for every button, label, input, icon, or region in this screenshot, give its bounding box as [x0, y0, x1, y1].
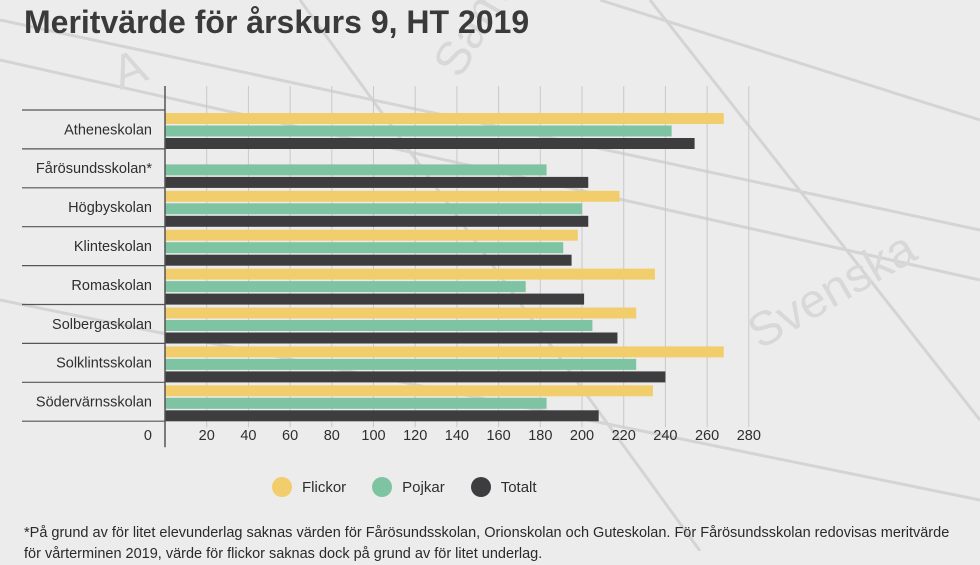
bar-totalt-3: [165, 215, 589, 227]
bar-flickor-4: [165, 229, 578, 241]
category-label: Atheneskolan: [64, 122, 152, 138]
legend-label-totalt: Totalt: [500, 478, 537, 496]
category-label: Fårösundsskolan*: [36, 161, 152, 177]
bar-pojkar-7: [165, 358, 637, 370]
bar-pojkar-1: [165, 125, 672, 137]
x-tick-label-160: 160: [486, 428, 510, 444]
x-tick-label-80: 80: [324, 428, 340, 444]
x-tick-label-140: 140: [445, 428, 469, 444]
bar-flickor-8: [165, 385, 653, 397]
legend-swatch-pojkar: [372, 477, 393, 497]
bar-flickor-7: [165, 346, 724, 358]
legend-label-pojkar: Pojkar: [402, 478, 445, 496]
category-separators: [22, 109, 165, 422]
bar-pojkar-5: [165, 281, 526, 293]
bar-totalt-5: [165, 293, 585, 305]
bar-flickor-6: [165, 307, 637, 319]
footnote: *På grund av för litet elevunderlag sakn…: [24, 525, 950, 562]
category-label: Solbergaskolan: [52, 317, 152, 333]
category-label: Högbyskolan: [68, 200, 152, 216]
bar-chart: Atheneskolan Fårösundsskolan* Högbyskolan K…: [22, 86, 761, 448]
bar-pojkar-4: [165, 242, 564, 254]
category-label: Romaskolan: [71, 278, 152, 294]
bars: [165, 113, 724, 422]
category-label: Södervärnsskolan: [36, 395, 152, 411]
legend-item-flickor: Flickor: [272, 477, 346, 497]
bar-flickor-5: [165, 268, 655, 280]
x-tick-label-280: 280: [737, 428, 761, 444]
x-tick-label-60: 60: [282, 428, 298, 444]
x-tick-labels: 0 20 40 60 80 100 120 140 160 180 200 220 240 260 280: [144, 428, 761, 444]
x-tick-label-0: 0: [144, 428, 152, 444]
legend-item-totalt: Totalt: [470, 477, 537, 497]
bar-pojkar-8: [165, 397, 547, 409]
legend: Flickor Pojkar Totalt: [272, 477, 563, 497]
legend-label-flickor: Flickor: [302, 478, 347, 496]
category-label: Klinteskolan: [74, 239, 152, 255]
x-tick-label-240: 240: [653, 428, 677, 444]
legend-swatch-totalt: [470, 477, 491, 497]
x-tick-label-100: 100: [361, 428, 385, 444]
bar-totalt-8: [165, 410, 599, 422]
bar-flickor-1: [165, 113, 724, 124]
legend-swatch-flickor: [272, 477, 292, 497]
x-tick-label-20: 20: [199, 428, 215, 444]
bar-flickor-3: [165, 190, 620, 202]
bar-pojkar-3: [165, 203, 582, 215]
bar-totalt-2: [165, 176, 589, 188]
x-tick-label-120: 120: [403, 428, 427, 444]
category-labels: Atheneskolan Fårösundsskolan* Högbyskolan K…: [36, 122, 152, 410]
x-tick-label-40: 40: [240, 428, 256, 444]
x-tick-label-200: 200: [570, 428, 594, 444]
bar-totalt-1: [165, 138, 695, 149]
bar-pojkar-6: [165, 320, 593, 331]
bar-pojkar-2: [165, 164, 547, 176]
x-tick-label-260: 260: [695, 428, 719, 444]
x-tick-label-180: 180: [528, 428, 552, 444]
bar-totalt-4: [165, 254, 572, 266]
x-tick-label-220: 220: [612, 428, 636, 444]
page-title: Meritvärde för årskurs 9, HT 2019: [24, 4, 530, 40]
bar-totalt-7: [165, 371, 666, 383]
bar-totalt-6: [165, 332, 618, 344]
category-label: Solklintsskolan: [56, 356, 152, 372]
legend-item-pojkar: Pojkar: [372, 477, 445, 497]
